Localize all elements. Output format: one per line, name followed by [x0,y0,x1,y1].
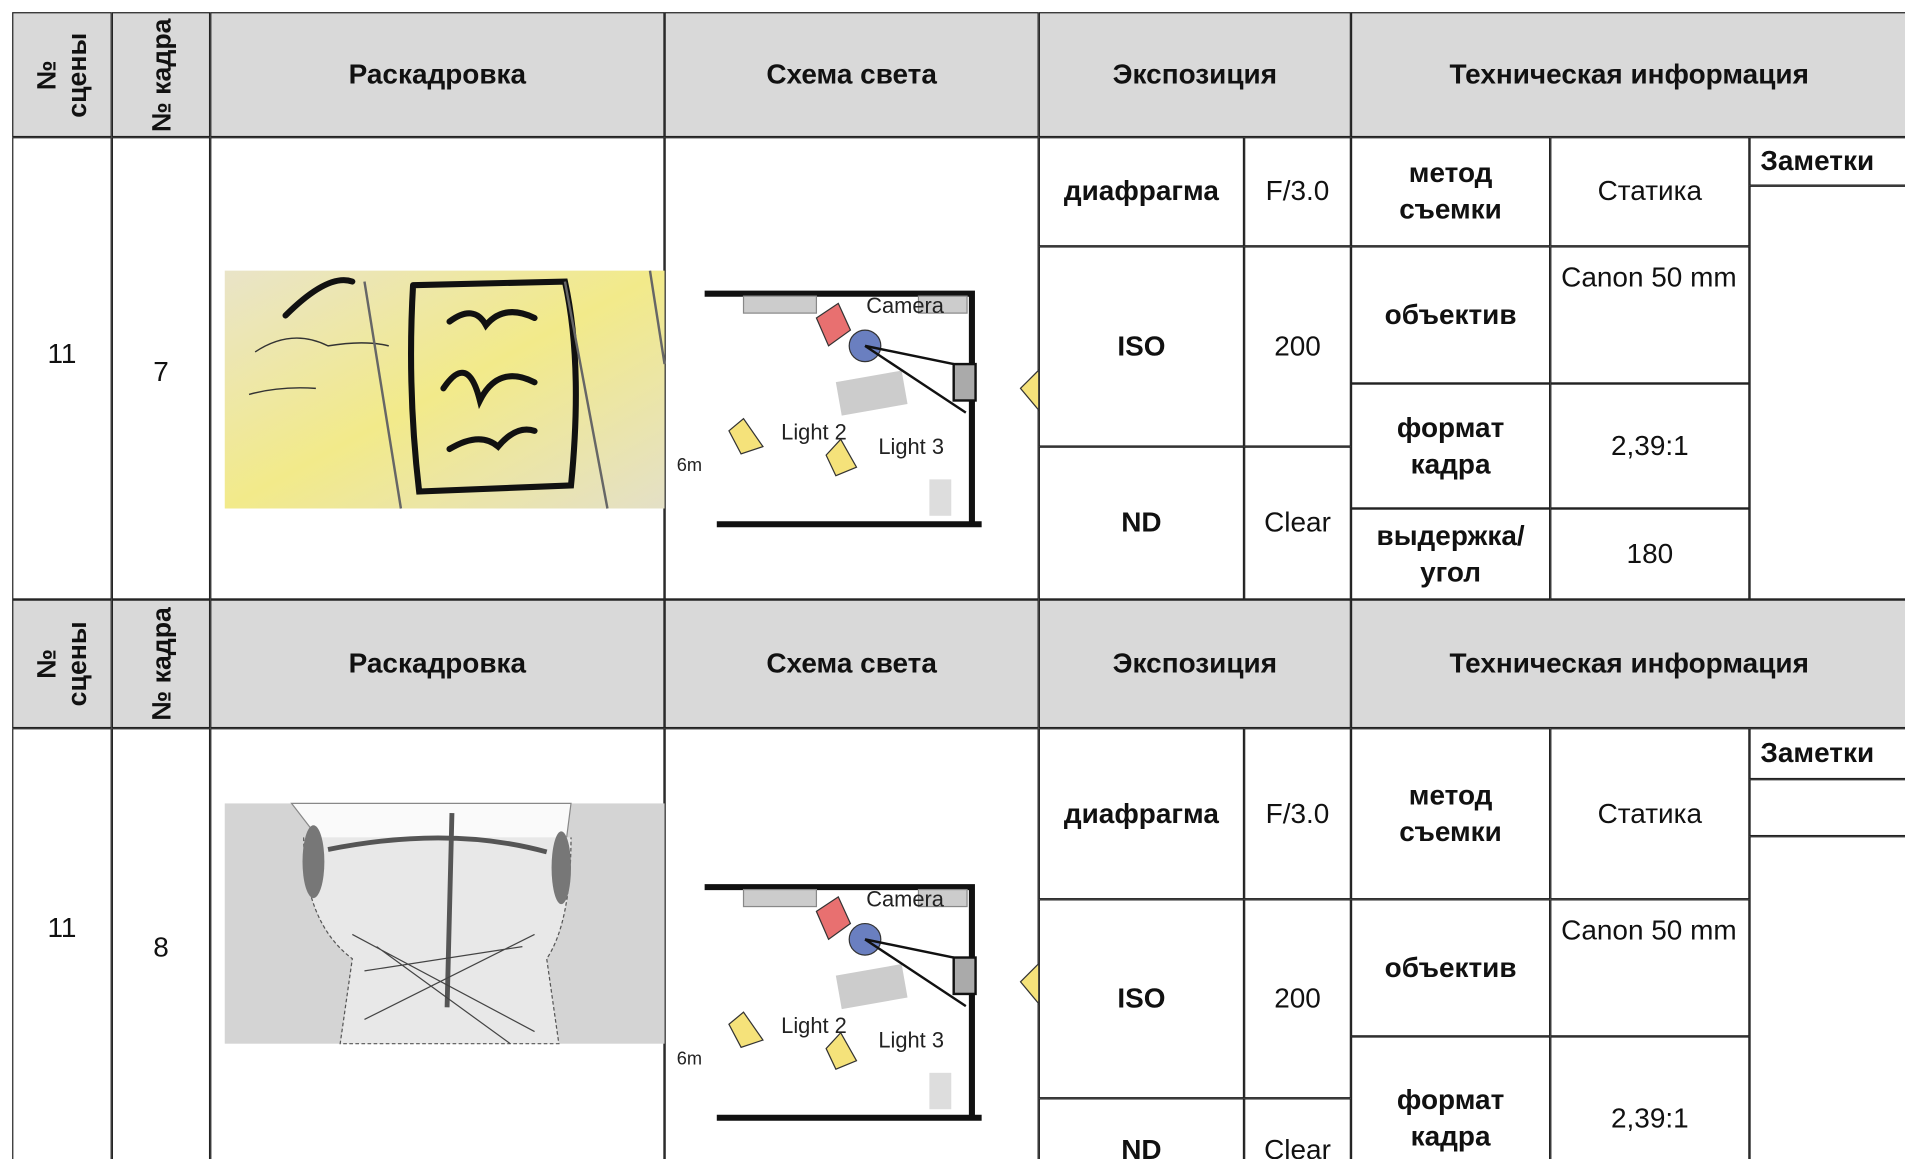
storyboard-header: Раскадровка [210,599,665,729]
light-icon [825,1031,858,1070]
scheme-label: Light 3 [878,434,944,459]
light-icon [728,1011,764,1049]
notes-cell [1749,779,1905,837]
light-cell [664,728,1039,1159]
light-icon [728,417,764,455]
tech-value: 2,39:1 [1550,1036,1750,1159]
light-beam [864,344,967,414]
scene-header: № сцены [12,12,112,138]
frame-cell: 7 [111,137,211,600]
prop [917,888,968,908]
prop [742,888,818,908]
tech-label: формат кадра [1350,1036,1551,1159]
prop [917,295,968,314]
tech-value: Статика [1550,137,1750,247]
notes-cell [1749,185,1905,600]
notes-cell [1749,836,1905,1159]
exposure-value: Clear [1244,1098,1351,1159]
prop [952,956,977,996]
tech-label: метод съемки [1350,728,1551,900]
wall [704,290,975,525]
exposure-header: Экспозиция [1038,599,1351,729]
scheme-label: Light 2 [781,419,847,444]
tech-label: формат кадра [1350,383,1551,509]
scene-cell: 11 [12,728,112,1159]
light-header: Схема света [664,599,1039,729]
prop [952,362,977,402]
sketch-shape [551,831,572,905]
tech-value: 180 [1550,508,1750,600]
light-scheme: Camera Light 2 Light 3 6m [677,884,1040,1121]
exposure-value: 200 [1244,899,1351,1099]
tech-label: выдержка/ угол [1350,508,1551,600]
tech-value: Canon 50 mm [1550,899,1750,1037]
tech-header: Техническая информация [1350,12,1905,138]
camera-icon [815,302,852,347]
light-icon [825,438,858,477]
exposure-value: Clear [1244,446,1351,600]
light-icon [1019,962,1040,1006]
scene-number: 11 [47,337,77,369]
wall [704,884,975,1118]
scene-header: № сцены [12,599,112,729]
exposure-label: диафрагма [1038,137,1245,247]
exposure-header: Экспозиция [1038,12,1351,138]
scheme-label: Light 3 [878,1027,944,1052]
prop [835,964,908,1010]
exposure-value: F/3.0 [1244,728,1351,900]
exposure-label: ISO [1038,246,1245,447]
frame-header: № кадра [111,599,211,729]
tech-value: Статика [1550,728,1750,900]
sketch-hatch [352,933,535,1045]
sketch-line [446,426,538,453]
exposure-value: 200 [1244,246,1351,447]
scheme-label: 6m [677,455,702,475]
tech-label: объектив [1350,246,1551,384]
sketch-line [446,309,538,331]
sketch-line [363,270,666,509]
light-beam [864,938,967,1008]
prop [929,1072,952,1110]
scene-number: 11 [47,911,77,943]
notes-header: Заметки [1749,137,1905,186]
exposure-value: F/3.0 [1244,137,1351,247]
scheme-label: Light 2 [781,1013,847,1038]
storyboard-header: Раскадровка [210,12,665,138]
scheme-label: Camera [866,887,945,912]
prop [929,479,952,516]
frame-header: № кадра [111,12,211,138]
tech-value: 2,39:1 [1550,383,1750,509]
scene-cell: 11 [12,137,112,600]
sketch-line [282,277,356,319]
scheme-label: Camera [866,293,945,318]
sketch-line [327,813,548,1008]
sketch-line [440,369,538,410]
tech-value: Canon 50 mm [1550,246,1750,384]
frame-number: 8 [153,930,169,963]
light-scheme: Camera Light 2 Light 3 6m [677,290,1040,528]
frame-cell: 8 [111,728,211,1159]
tech-label: объектив [1350,899,1551,1037]
exposure-label: диафрагма [1038,728,1245,900]
scheme-label: 6m [677,1048,702,1068]
frame-number: 7 [153,355,169,388]
light-cell [664,137,1039,600]
tech-header: Техническая информация [1350,599,1905,729]
camera-icon [815,895,852,941]
prop [742,295,818,314]
notes-header: Заметки [1749,728,1905,780]
exposure-label: ND [1038,1098,1245,1159]
light-icon [1019,368,1040,412]
exposure-label: ND [1038,446,1245,600]
tech-label: метод съемки [1350,137,1551,247]
sketch-writing [248,337,389,396]
light-header: Схема света [664,12,1039,138]
sketch-shape [302,825,325,899]
prop [835,370,908,416]
